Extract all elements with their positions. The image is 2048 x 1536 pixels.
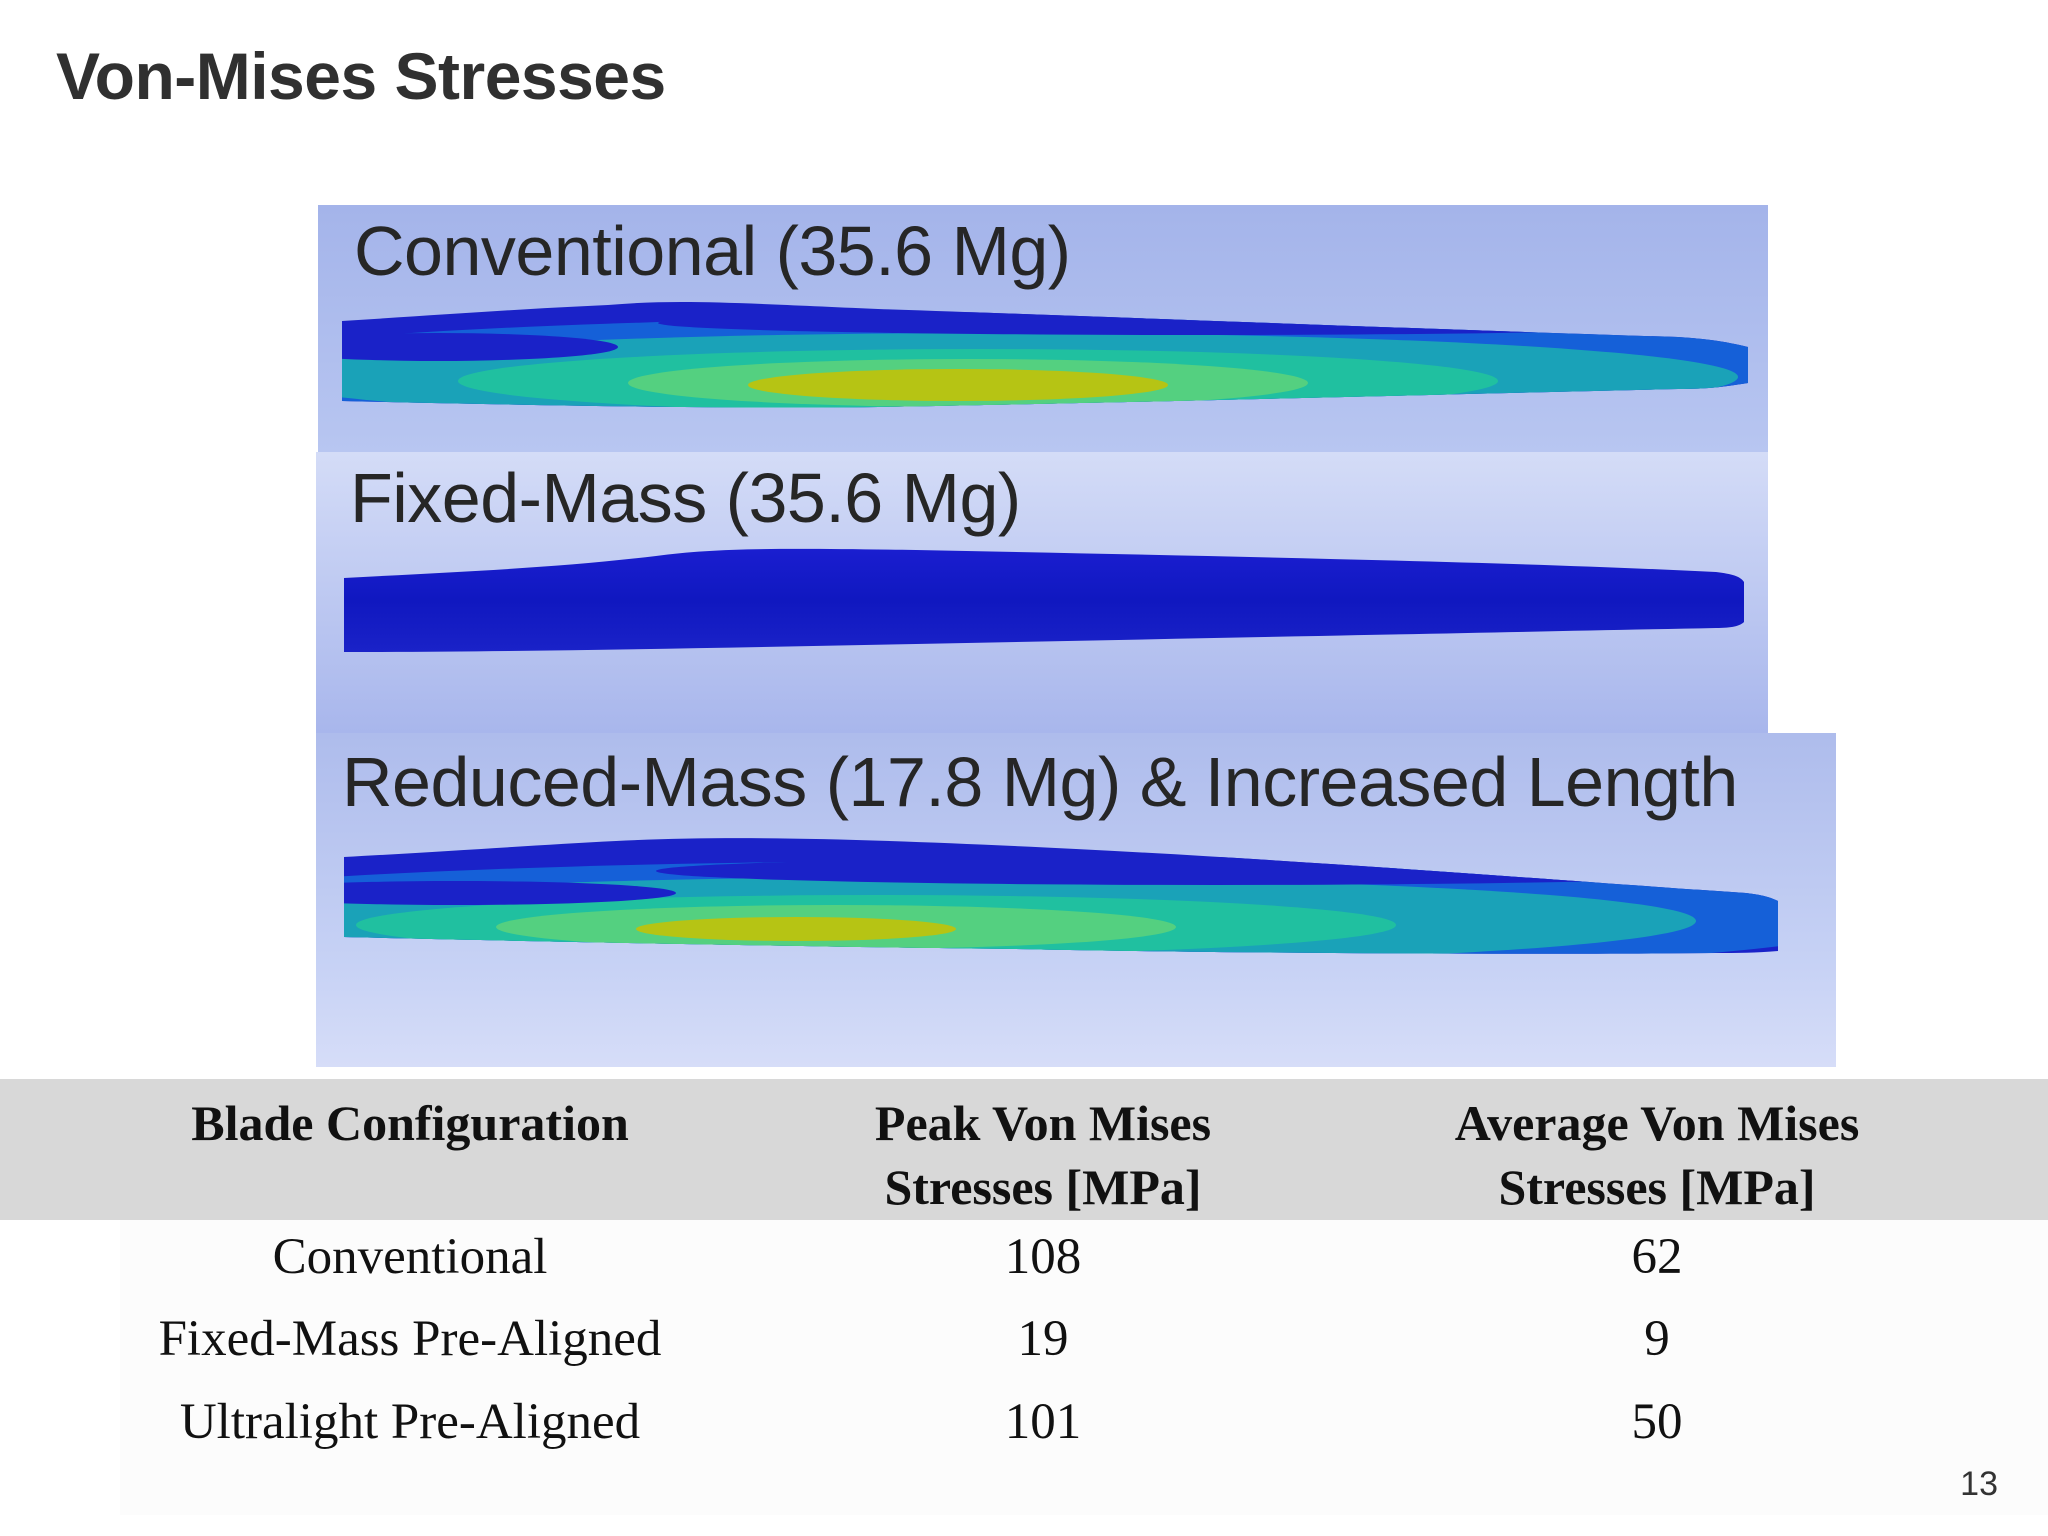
header-average-stress: Average Von Mises Stresses [MPa] bbox=[1454, 1095, 1860, 1215]
row-average-cell: 9 bbox=[1644, 1311, 1670, 1367]
conventional-blade-contour bbox=[342, 302, 1748, 408]
row-config-cell: Ultralight Pre-Aligned bbox=[179, 1394, 641, 1450]
stress-results-table: Blade Configuration Peak Von Mises Stres… bbox=[0, 1079, 2048, 1515]
fixed-mass-blade-panel: Fixed-Mass (35.6 Mg) bbox=[316, 452, 1768, 734]
table-body bbox=[120, 1220, 2048, 1515]
fixed-mass-label: Fixed-Mass (35.6 Mg) bbox=[350, 459, 1021, 537]
fixed-mass-blade-contour bbox=[344, 548, 1744, 652]
row-config-cell: Fixed-Mass Pre-Aligned bbox=[158, 1311, 662, 1367]
header-blade-configuration: Blade Configuration bbox=[191, 1095, 629, 1151]
slide-title: Von-Mises Stresses bbox=[56, 39, 666, 113]
conventional-label: Conventional (35.6 Mg) bbox=[354, 212, 1071, 290]
row-peak-cell: 108 bbox=[1004, 1229, 1082, 1285]
row-peak-cell: 101 bbox=[1004, 1394, 1082, 1450]
reduced-mass-blade-panel: Reduced-Mass (17.8 Mg) & Increased Lengt… bbox=[316, 733, 1836, 1067]
conventional-blade-panel: Conventional (35.6 Mg) bbox=[318, 205, 1768, 455]
reduced-mass-label: Reduced-Mass (17.8 Mg) & Increased Lengt… bbox=[342, 743, 1738, 821]
row-peak-cell: 19 bbox=[1017, 1311, 1069, 1367]
row-config-cell: Conventional bbox=[272, 1229, 548, 1285]
page-number: 13 bbox=[1960, 1465, 1998, 1503]
header-peak-stress: Peak Von Mises Stresses [MPa] bbox=[874, 1095, 1212, 1215]
row-average-cell: 50 bbox=[1631, 1394, 1683, 1450]
reduced-mass-blade-contour bbox=[344, 838, 1778, 954]
row-average-cell: 62 bbox=[1631, 1229, 1683, 1285]
table-header-row: Blade Configuration Peak Von Mises Stres… bbox=[0, 1079, 2048, 1220]
